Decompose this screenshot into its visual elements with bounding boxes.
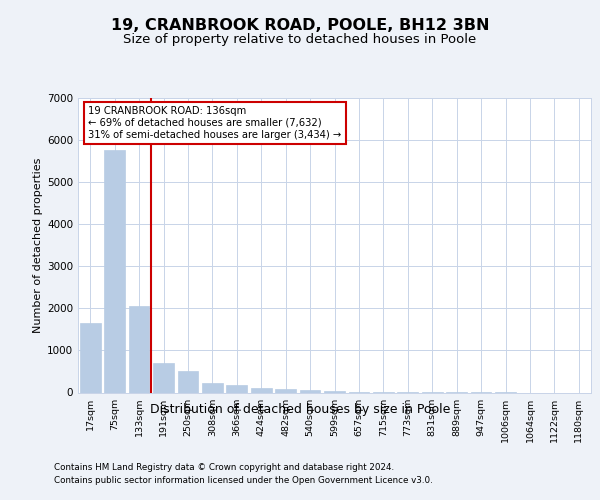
Text: Contains public sector information licensed under the Open Government Licence v3: Contains public sector information licen… [54,476,433,485]
Bar [226,385,247,392]
Bar [324,391,345,392]
Text: 19, CRANBROOK ROAD, POOLE, BH12 3BN: 19, CRANBROOK ROAD, POOLE, BH12 3BN [111,18,489,32]
Bar [202,383,223,392]
Bar [80,323,101,392]
Text: Distribution of detached houses by size in Poole: Distribution of detached houses by size … [150,402,450,415]
Bar [275,389,296,392]
Text: Size of property relative to detached houses in Poole: Size of property relative to detached ho… [124,34,476,46]
Bar [153,363,174,392]
Y-axis label: Number of detached properties: Number of detached properties [33,158,43,332]
Bar [128,306,149,392]
Text: 19 CRANBROOK ROAD: 136sqm
← 69% of detached houses are smaller (7,632)
31% of se: 19 CRANBROOK ROAD: 136sqm ← 69% of detac… [88,106,341,140]
Bar [178,372,199,392]
Text: Contains HM Land Registry data © Crown copyright and database right 2024.: Contains HM Land Registry data © Crown c… [54,462,394,471]
Bar [299,390,320,392]
Bar [104,150,125,392]
Bar [251,388,272,392]
